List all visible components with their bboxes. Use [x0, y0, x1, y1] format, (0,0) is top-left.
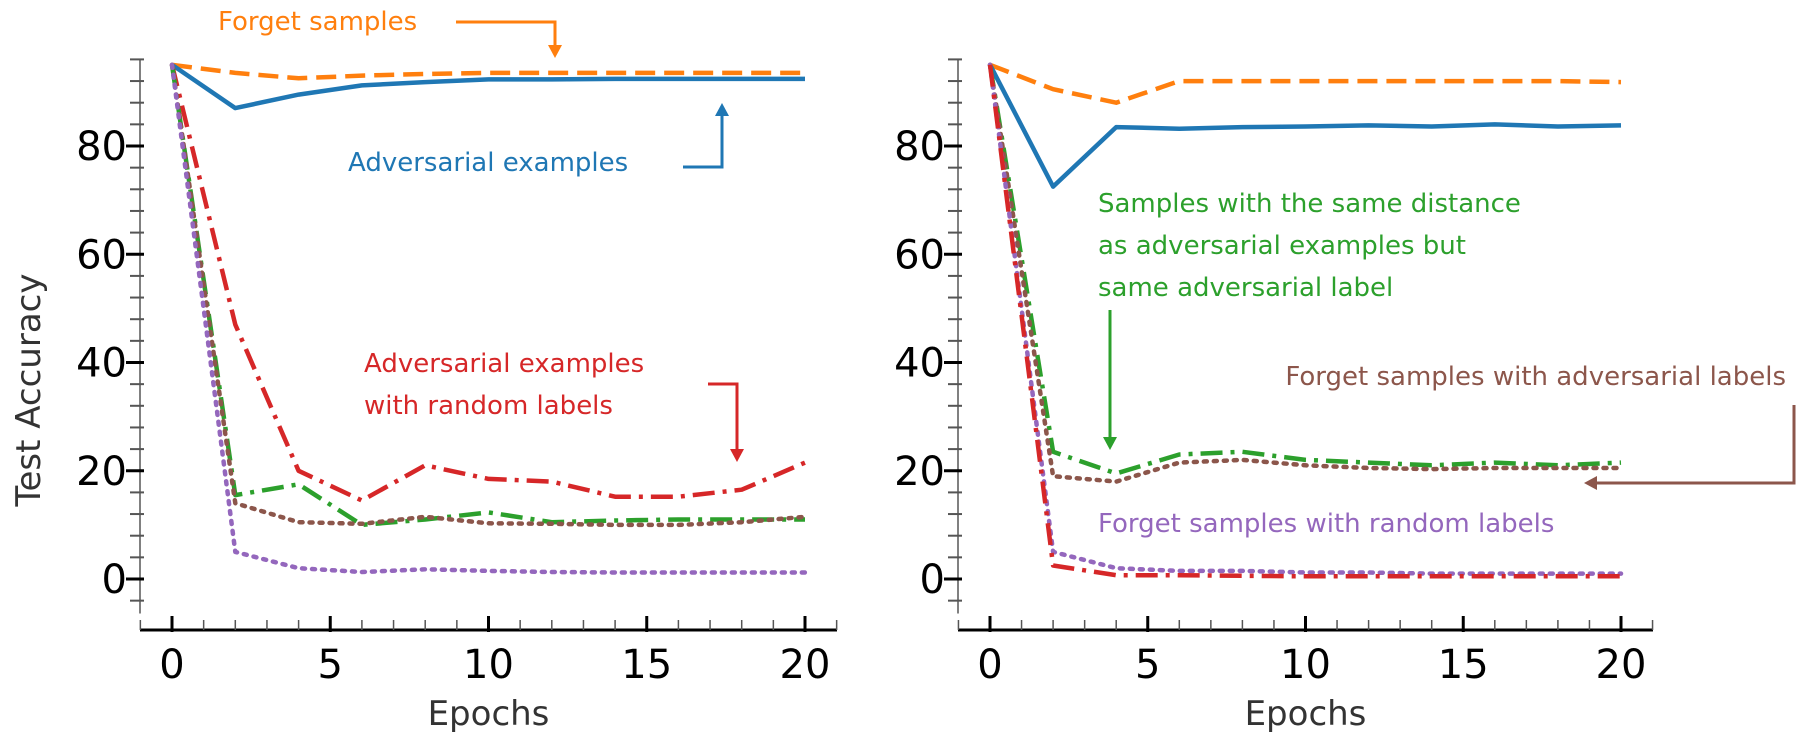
- y-tick-label: 0: [920, 557, 945, 603]
- annotation-forget: Forget samples: [218, 7, 417, 37]
- x-tick-label: 0: [977, 642, 1002, 688]
- annotation-arrow: [708, 382, 739, 450]
- x-axis-label: Epochs: [428, 694, 550, 734]
- annotation-arrow: [456, 20, 557, 50]
- series-line-forget_adv: [169, 62, 808, 528]
- x-tick-label: 20: [780, 642, 831, 688]
- series-line-forget: [989, 62, 1622, 105]
- y-tick-label: 40: [76, 341, 127, 387]
- arrowhead: [730, 449, 744, 462]
- annotation-arrow: [683, 115, 724, 169]
- chart-panel-left: 0 20 40 60 80 0 5 10 15 20 Epochs Test Accuracy Forg…: [9, 7, 838, 734]
- x-tick-label: 5: [318, 642, 343, 688]
- x-tick-label: 10: [1280, 642, 1331, 688]
- annotation-forget_adv: Forget samples with adversarial labels: [1285, 362, 1786, 392]
- x-axis-label: Epochs: [1245, 694, 1367, 734]
- series-line-forget: [171, 62, 805, 81]
- series-line-adv: [170, 62, 805, 111]
- series-line-forget_rand: [169, 62, 808, 575]
- annotation-adv_rand: with random labels: [364, 391, 613, 421]
- series-line-adv_rand: [169, 64, 806, 503]
- series-line-same_dist: [169, 64, 805, 528]
- annotation-adv: Adversarial examples: [348, 148, 628, 178]
- y-tick-label: 20: [76, 449, 127, 495]
- annotation-adv_rand: Adversarial examples: [364, 349, 644, 379]
- y-tick-label: 80: [894, 124, 945, 170]
- y-tick-label: 40: [894, 341, 945, 387]
- annotation-same_dist: as adversarial examples but: [1098, 231, 1466, 261]
- x-tick-label: 15: [1438, 642, 1489, 688]
- y-tick-label: 80: [76, 124, 127, 170]
- y-tick-label: 0: [102, 557, 127, 603]
- annotation-same_dist: Samples with the same distance: [1098, 189, 1521, 219]
- series-line-adv_rand: [987, 64, 1621, 579]
- annotation-forget_rand: Forget samples with random labels: [1098, 509, 1554, 539]
- series-line-forget_adv: [987, 62, 1624, 484]
- series-line-forget_rand: [987, 62, 1624, 576]
- arrowhead: [548, 45, 562, 58]
- annotation-arrow: [1596, 405, 1796, 485]
- arrowhead: [1584, 476, 1597, 490]
- x-tick-label: 15: [621, 642, 672, 688]
- arrowhead: [1103, 437, 1117, 450]
- y-tick-label: 60: [894, 232, 945, 278]
- y-axis-label: Test Accuracy: [9, 274, 49, 508]
- x-tick-label: 10: [463, 642, 514, 688]
- x-tick-label: 20: [1596, 642, 1647, 688]
- arrowhead: [715, 103, 729, 116]
- x-tick-label: 5: [1135, 642, 1160, 688]
- x-tick-label: 0: [159, 642, 184, 688]
- series-line-adv: [988, 63, 1622, 189]
- y-tick-label: 20: [894, 449, 945, 495]
- annotation-same_dist: same adversarial label: [1098, 273, 1393, 303]
- chart-panel-right: 0 20 40 60 80 0 5 10 15 20 Epochs Samples with the …: [894, 58, 1796, 734]
- series-line-same_dist: [987, 64, 1622, 476]
- y-tick-label: 60: [76, 232, 127, 278]
